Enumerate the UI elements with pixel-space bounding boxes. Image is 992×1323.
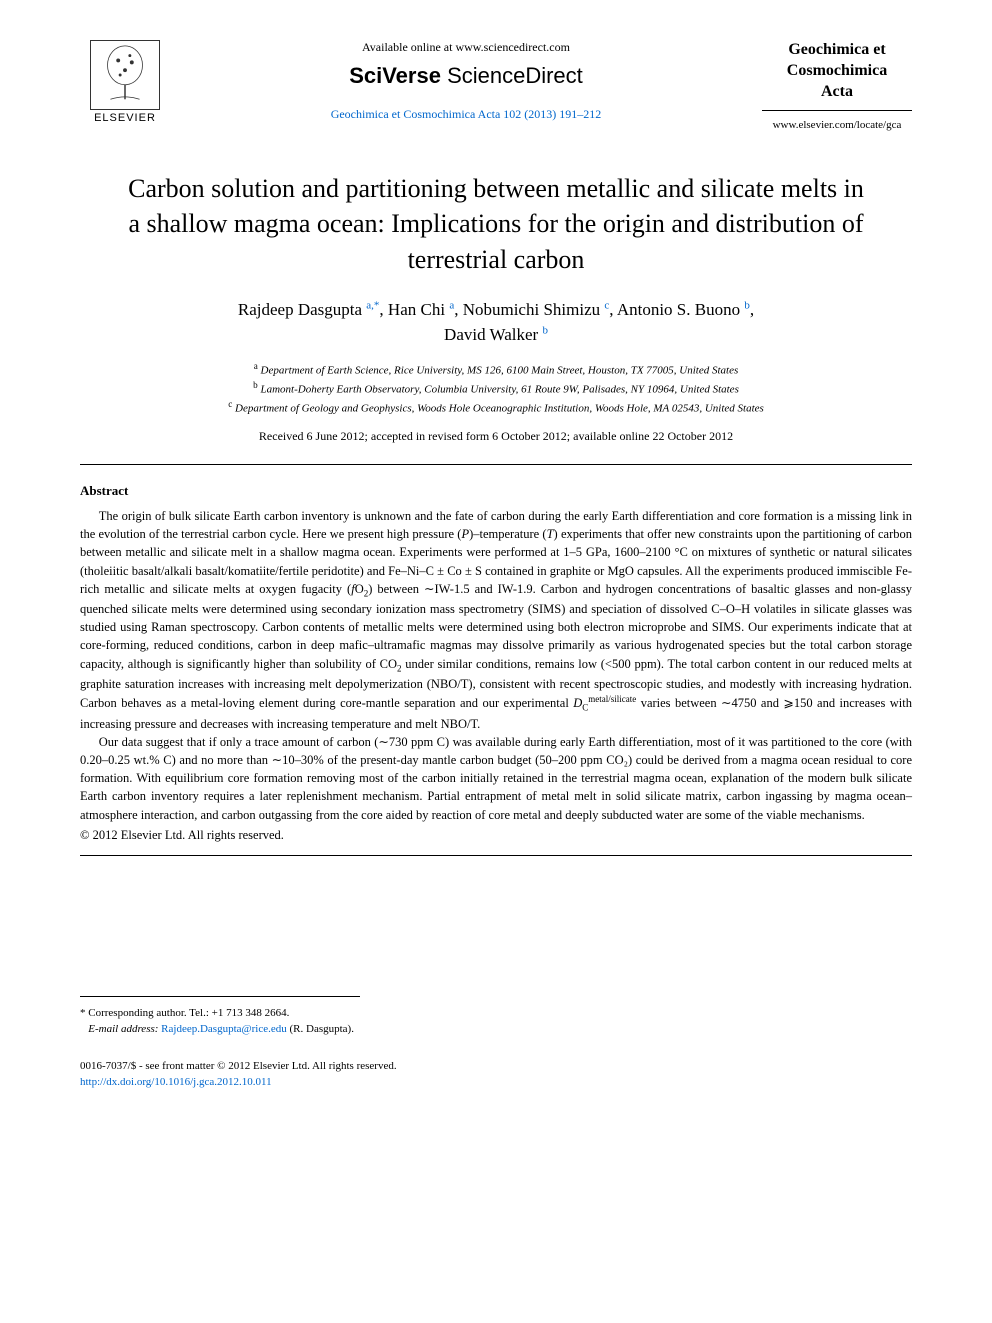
article-dates: Received 6 June 2012; accepted in revise… (80, 429, 912, 444)
corresponding-author: * Corresponding author. Tel.: +1 713 348… (80, 1005, 360, 1022)
affiliations: a Department of Earth Science, Rice Univ… (80, 360, 912, 417)
author-3: Nobumichi Shimizu (463, 300, 600, 319)
article-title: Carbon solution and partitioning between… (120, 171, 872, 276)
journal-title: Geochimica et Cosmochimica Acta (762, 40, 912, 111)
journal-title-line2: Cosmochimica (762, 61, 912, 82)
header-center: Available online at www.sciencedirect.co… (170, 40, 762, 122)
front-matter-line: 0016-7037/$ - see front matter © 2012 El… (80, 1058, 912, 1075)
available-online-text: Available online at www.sciencedirect.co… (185, 40, 747, 55)
author-1-affil[interactable]: a,* (366, 299, 379, 311)
sciencedirect-suffix: ScienceDirect (441, 63, 583, 88)
journal-title-line3: Acta (762, 82, 912, 103)
author-5: David Walker (444, 325, 538, 344)
author-3-affil[interactable]: c (604, 299, 609, 311)
sciverse-logo: SciVerse ScienceDirect (185, 63, 747, 89)
journal-title-line1: Geochimica et (762, 40, 912, 61)
author-list: Rajdeep Dasgupta a,*, Han Chi a, Nobumic… (80, 297, 912, 348)
page-footer: 0016-7037/$ - see front matter © 2012 El… (80, 1058, 912, 1091)
abstract-heading: Abstract (80, 483, 912, 499)
author-2: Han Chi (388, 300, 445, 319)
abstract-para-2: Our data suggest that if only a trace am… (80, 733, 912, 824)
email-line: E-mail address: Rajdeep.Dasgupta@rice.ed… (80, 1021, 360, 1038)
journal-reference-link[interactable]: Geochimica et Cosmochimica Acta 102 (201… (185, 107, 747, 122)
affiliation-c: c Department of Geology and Geophysics, … (80, 398, 912, 417)
journal-url: www.elsevier.com/locate/gca (762, 119, 912, 131)
author-4-affil[interactable]: b (744, 299, 750, 311)
footnotes: * Corresponding author. Tel.: +1 713 348… (80, 996, 360, 1038)
affiliation-a: a Department of Earth Science, Rice Univ… (80, 360, 912, 379)
author-5-affil[interactable]: b (542, 325, 548, 337)
email-link[interactable]: Rajdeep.Dasgupta@rice.edu (161, 1023, 287, 1035)
author-4: Antonio S. Buono (617, 300, 740, 319)
elsevier-logo: ELSEVIER (80, 40, 170, 124)
elsevier-brand-text: ELSEVIER (94, 112, 156, 124)
abstract-para-1: The origin of bulk silicate Earth carbon… (80, 507, 912, 733)
rule-top (80, 464, 912, 465)
header-right: Geochimica et Cosmochimica Acta www.else… (762, 40, 912, 131)
affiliation-b: b Lamont-Doherty Earth Observatory, Colu… (80, 379, 912, 398)
doi-link[interactable]: http://dx.doi.org/10.1016/j.gca.2012.10.… (80, 1074, 912, 1091)
rule-bottom (80, 855, 912, 856)
elsevier-tree-icon (90, 40, 160, 110)
sciverse-prefix: SciVerse (349, 63, 441, 88)
author-2-affil[interactable]: a (449, 299, 454, 311)
author-1: Rajdeep Dasgupta (238, 300, 362, 319)
page-header: ELSEVIER Available online at www.science… (80, 40, 912, 131)
copyright-line: © 2012 Elsevier Ltd. All rights reserved… (80, 828, 912, 843)
abstract-body: The origin of bulk silicate Earth carbon… (80, 507, 912, 824)
